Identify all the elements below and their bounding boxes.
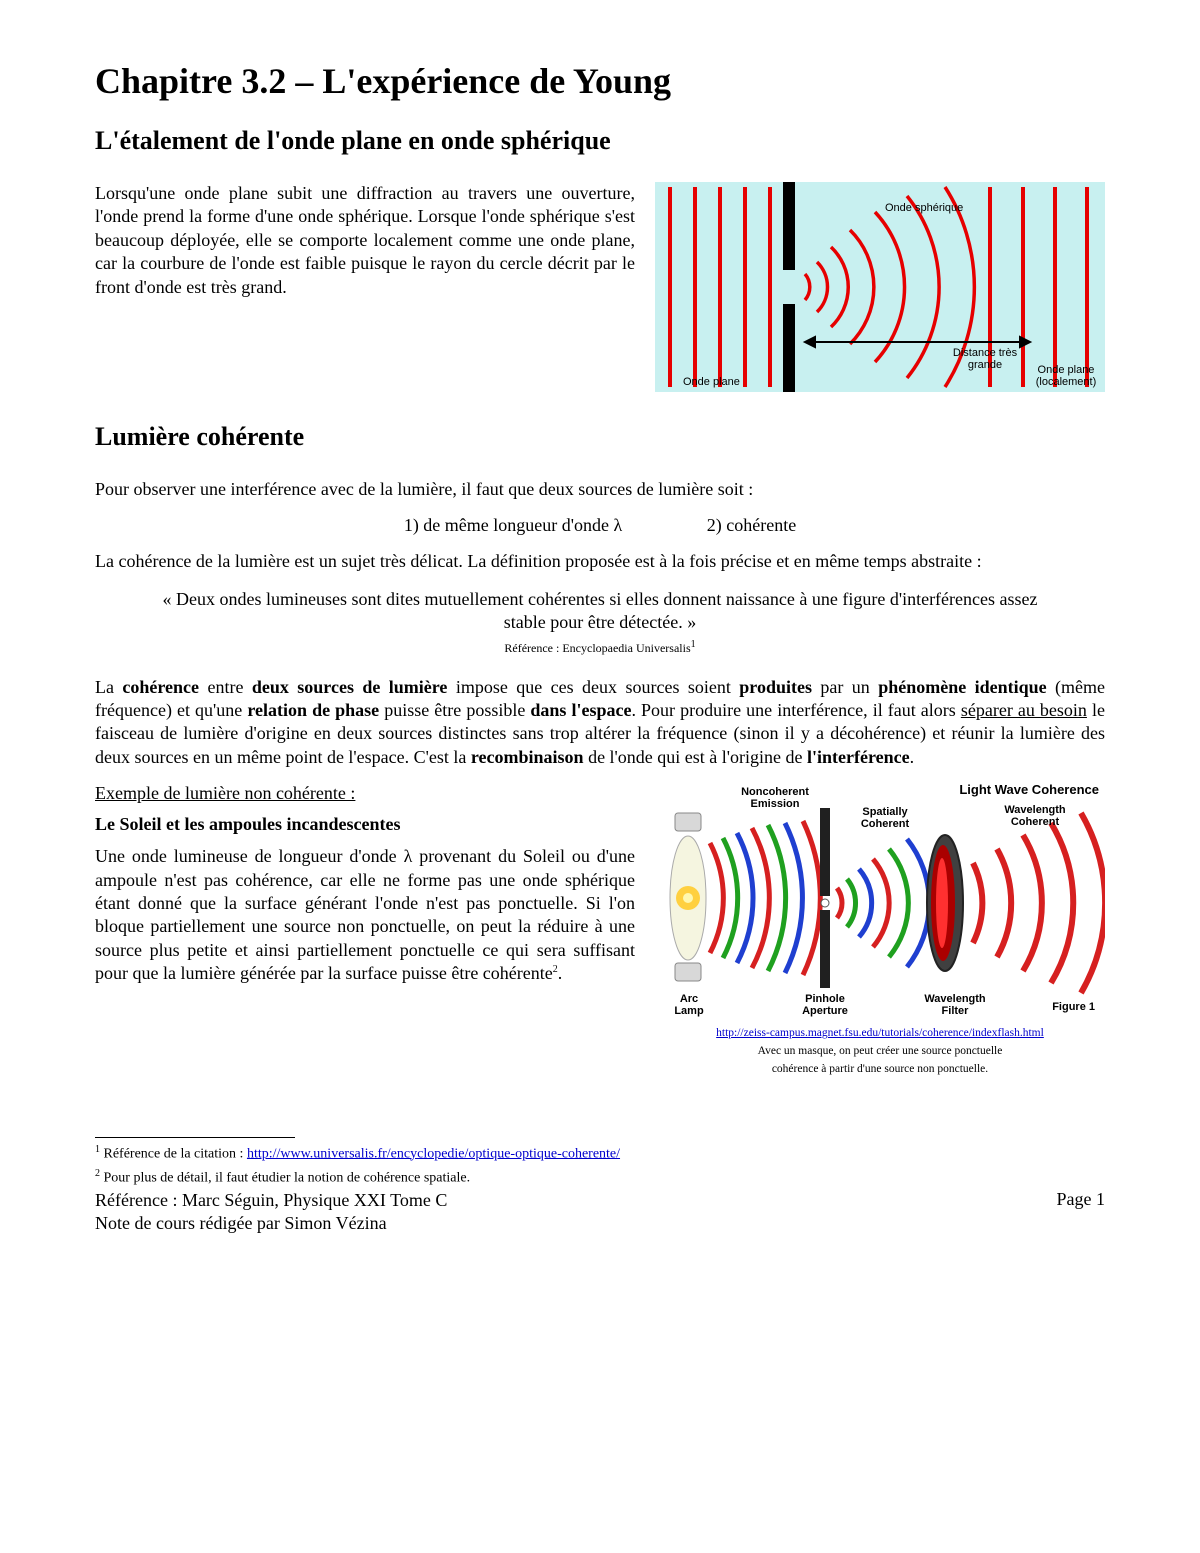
- label-arc-lamp: Arc Lamp: [669, 994, 709, 1017]
- example-text: Exemple de lumière non cohérente : Le So…: [95, 783, 635, 999]
- quote-reference: Référence : Encyclopaedia Universalis1: [95, 639, 1105, 656]
- label-onde-plane-local: Onde plane (localement): [1031, 364, 1101, 388]
- footnote-2: 2 Pour plus de détail, il faut étudier l…: [95, 1168, 1105, 1187]
- coherence-quote: « Deux ondes lumineuses sont dites mutue…: [155, 588, 1045, 635]
- diagram2-title: Light Wave Coherence: [959, 783, 1099, 797]
- condition-2: 2) cohérente: [707, 515, 796, 536]
- coherence-explanation: La cohérence entre deux sources de lumiè…: [95, 676, 1105, 770]
- footer-note: Note de cours rédigée par Simon Vézina: [95, 1212, 447, 1235]
- footnote-1-link[interactable]: http://www.universalis.fr/encyclopedie/o…: [247, 1146, 620, 1161]
- label-onde-plane: Onde plane: [683, 376, 740, 388]
- page: Chapitre 3.2 – L'expérience de Young L'é…: [0, 0, 1200, 1266]
- diagram2-caption-2: cohérence à partir d'une source non ponc…: [655, 1063, 1105, 1077]
- label-figure: Figure 1: [1052, 1002, 1095, 1014]
- label-spatially: Spatially Coherent: [850, 807, 920, 830]
- diagram2-link-line: http://zeiss-campus.magnet.fsu.edu/tutor…: [655, 1027, 1105, 1041]
- diagram2-link[interactable]: http://zeiss-campus.magnet.fsu.edu/tutor…: [716, 1027, 1044, 1039]
- footer-page: Page 1: [1057, 1189, 1106, 1236]
- conditions: 1) de même longueur d'onde λ 2) cohérent…: [95, 515, 1105, 536]
- example-row: Exemple de lumière non cohérente : Le So…: [95, 783, 1105, 1076]
- section1-text: Lorsqu'une onde plane subit une diffract…: [95, 182, 635, 313]
- diagram2-caption-1: Avec un masque, on peut créer une source…: [655, 1045, 1105, 1059]
- section1-heading: L'étalement de l'onde plane en onde sphé…: [95, 126, 1105, 156]
- label-filter: Wavelength Filter: [915, 994, 995, 1017]
- section2-intro: Pour observer une interférence avec de l…: [95, 478, 1105, 501]
- chapter-title: Chapitre 3.2 – L'expérience de Young: [95, 60, 1105, 102]
- section1-row: Lorsqu'une onde plane subit une diffract…: [95, 182, 1105, 392]
- section2-heading: Lumière cohérente: [95, 422, 1105, 452]
- label-onde-spherique: Onde sphérique: [885, 202, 963, 214]
- coherence-intro: La cohérence de la lumière est un sujet …: [95, 550, 1105, 573]
- footer-reference: Référence : Marc Séguin, Physique XXI To…: [95, 1189, 447, 1212]
- diffraction-diagram: Onde plane Onde sphérique Distance très …: [655, 182, 1105, 392]
- condition-1: 1) de même longueur d'onde λ: [404, 515, 622, 536]
- example-paragraph: Une onde lumineuse de longueur d'onde λ …: [95, 845, 635, 985]
- footnote-rule: [95, 1137, 295, 1138]
- page-footer: Référence : Marc Séguin, Physique XXI To…: [95, 1189, 1105, 1236]
- label-pinhole: Pinhole Aperture: [795, 994, 855, 1017]
- footnote-1: 1 Référence de la citation : http://www.…: [95, 1144, 1105, 1163]
- example-subheading: Le Soleil et les ampoules incandescentes: [95, 814, 635, 835]
- coherence-diagram: Light Wave Coherence Noncoherent Emissio…: [655, 783, 1105, 1076]
- label-noncoherent: Noncoherent Emission: [735, 787, 815, 810]
- label-wavelength-coherent: Wavelength Coherent: [995, 805, 1075, 828]
- example-heading: Exemple de lumière non cohérente :: [95, 783, 635, 804]
- label-distance: Distance très grande: [945, 347, 1025, 371]
- section1-paragraph: Lorsqu'une onde plane subit une diffract…: [95, 182, 635, 299]
